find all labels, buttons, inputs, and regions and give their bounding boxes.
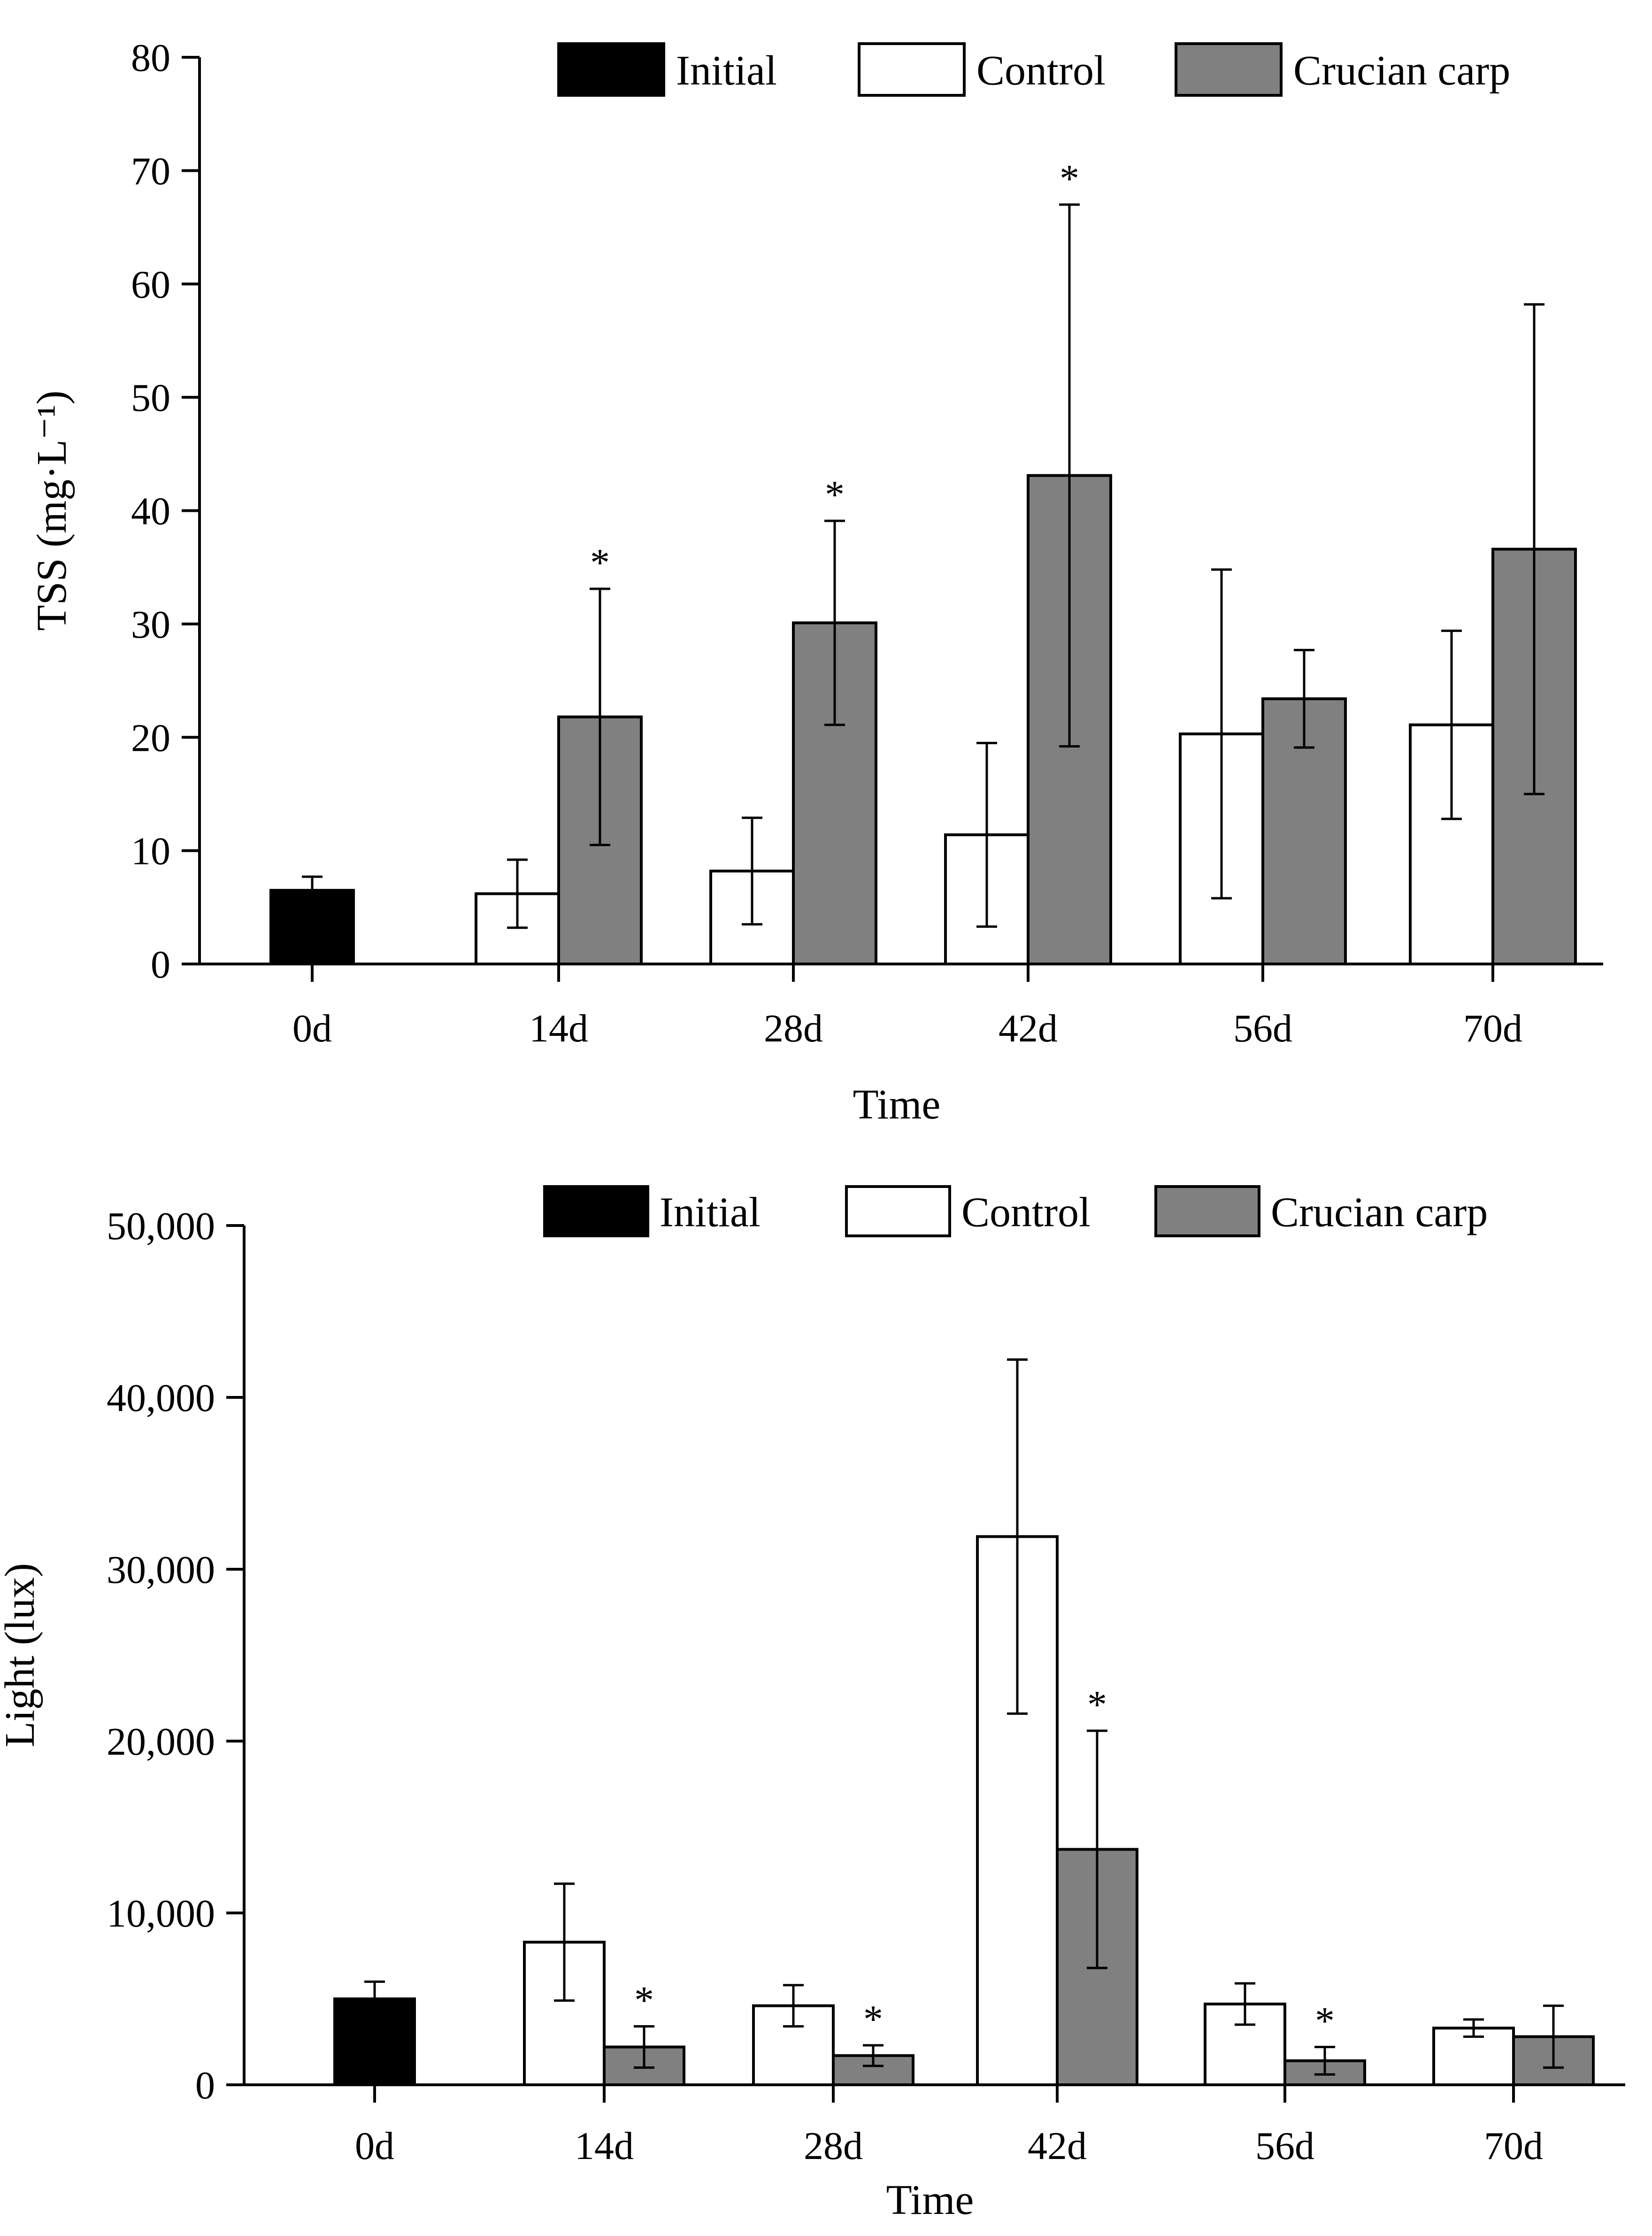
legend-swatch-initial (557, 42, 665, 97)
light-chart-panel: 0 10,000 20,000 30,000 40,000 50,000 0d 14d 28d 4… (0, 1185, 1625, 2223)
legend-swatch-crucian (1154, 1185, 1260, 1237)
x-tick-label: 70d (1484, 2124, 1543, 2168)
legend-swatch-crucian (1175, 42, 1283, 97)
x-tick-label: 28d (804, 2124, 863, 2168)
y-tick-label: 50 (131, 376, 170, 420)
legend-label-initial: Initial (660, 1189, 761, 1236)
legend-label-control: Control (961, 1189, 1091, 1236)
y-axis-title: TSS (mg·L⁻¹) (29, 391, 75, 631)
legend-swatch-control (858, 42, 966, 97)
y-tick-label: 70 (131, 149, 170, 193)
tss-chart-panel: 0 10 20 30 40 50 60 70 80 0d 14d 28d 42d 56d 70d * * * Tim… (29, 36, 1603, 1128)
legend-label-crucian: Crucian carp (1271, 1189, 1488, 1236)
y-tick-label: 10,000 (107, 1892, 215, 1935)
x-tick-label: 70d (1463, 1007, 1522, 1050)
x-tick-label: 14d (529, 1007, 588, 1050)
x-tick-label: 56d (1233, 1007, 1292, 1050)
y-tick-label: 30 (131, 603, 170, 647)
x-tick-label: 0d (355, 2124, 394, 2168)
legend-swatch-initial (543, 1185, 649, 1237)
significance-star: * (825, 473, 845, 517)
legend-swatch-control (845, 1185, 951, 1237)
x-tick-label: 56d (1255, 2124, 1314, 2168)
y-tick-label: 0 (151, 943, 170, 987)
y-tick-label: 60 (131, 263, 170, 307)
y-tick-label: 10 (131, 830, 170, 873)
x-tick-label: 42d (1028, 2124, 1087, 2168)
y-tick-label: 80 (131, 36, 170, 80)
significance-star: * (1087, 1683, 1107, 1727)
significance-star: * (863, 1997, 883, 2041)
y-tick-label: 0 (195, 2064, 215, 2107)
y-tick-label: 40,000 (107, 1376, 215, 1420)
significance-star: * (634, 1979, 654, 2022)
legend-label-crucian: Crucian carp (1293, 47, 1510, 94)
y-axis-title: Light (lux) (0, 1563, 43, 1747)
significance-star: * (1060, 157, 1079, 200)
legend-label-control: Control (976, 47, 1106, 94)
y-tick-label: 20,000 (107, 1720, 215, 1764)
x-tick-label: 14d (575, 2124, 634, 2168)
y-tick-label: 30,000 (107, 1548, 215, 1592)
x-axis-title: Time (853, 1081, 941, 1128)
x-tick-label: 0d (292, 1007, 332, 1050)
y-tick-label: 20 (131, 716, 170, 760)
legend-label-initial: Initial (676, 47, 777, 94)
significance-star: * (590, 541, 610, 585)
y-tick-label: 50,000 (107, 1204, 215, 1248)
x-axis-title: Time (886, 2177, 974, 2223)
y-tick-label: 40 (131, 490, 170, 533)
significance-star: * (1315, 1999, 1335, 2043)
x-tick-label: 28d (764, 1007, 823, 1050)
x-tick-label: 42d (999, 1007, 1058, 1050)
